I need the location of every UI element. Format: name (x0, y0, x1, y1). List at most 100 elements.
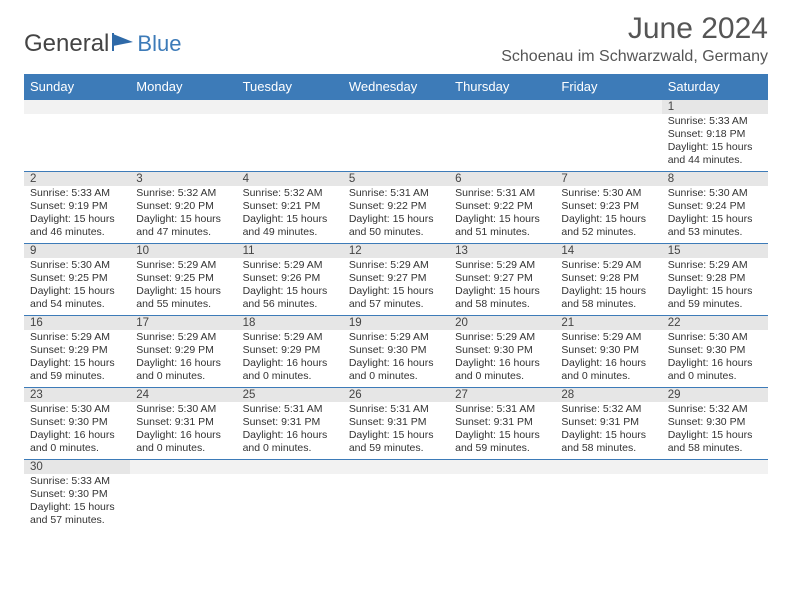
day-number: 22 (662, 316, 768, 330)
flag-icon (111, 32, 137, 57)
sunset-text: Sunset: 9:28 PM (668, 272, 762, 285)
calendar-day-cell: 18Sunrise: 5:29 AMSunset: 9:29 PMDayligh… (237, 316, 343, 388)
day-number: 10 (130, 244, 236, 258)
calendar-day-cell: 15Sunrise: 5:29 AMSunset: 9:28 PMDayligh… (662, 244, 768, 316)
calendar-day-cell: 10Sunrise: 5:29 AMSunset: 9:25 PMDayligh… (130, 244, 236, 316)
calendar-day-cell: 21Sunrise: 5:29 AMSunset: 9:30 PMDayligh… (555, 316, 661, 388)
day-number (343, 100, 449, 114)
calendar-day-cell: 6Sunrise: 5:31 AMSunset: 9:22 PMDaylight… (449, 172, 555, 244)
day-number (237, 460, 343, 474)
daylight-text: Daylight: 16 hours and 0 minutes. (30, 429, 124, 455)
sunset-text: Sunset: 9:25 PM (30, 272, 124, 285)
calendar-day-cell: 17Sunrise: 5:29 AMSunset: 9:29 PMDayligh… (130, 316, 236, 388)
weekday-header: Monday (130, 74, 236, 100)
sunrise-text: Sunrise: 5:29 AM (349, 331, 443, 344)
calendar-day-cell: 24Sunrise: 5:30 AMSunset: 9:31 PMDayligh… (130, 388, 236, 460)
day-number: 4 (237, 172, 343, 186)
day-number (662, 460, 768, 474)
sunrise-text: Sunrise: 5:33 AM (30, 475, 124, 488)
sunset-text: Sunset: 9:31 PM (136, 416, 230, 429)
day-details: Sunrise: 5:31 AMSunset: 9:31 PMDaylight:… (237, 402, 343, 458)
day-details: Sunrise: 5:31 AMSunset: 9:31 PMDaylight:… (449, 402, 555, 458)
daylight-text: Daylight: 15 hours and 59 minutes. (455, 429, 549, 455)
calendar-week-row: 2Sunrise: 5:33 AMSunset: 9:19 PMDaylight… (24, 172, 768, 244)
day-details: Sunrise: 5:31 AMSunset: 9:22 PMDaylight:… (343, 186, 449, 242)
sunrise-text: Sunrise: 5:30 AM (668, 187, 762, 200)
sunset-text: Sunset: 9:20 PM (136, 200, 230, 213)
daylight-text: Daylight: 15 hours and 52 minutes. (561, 213, 655, 239)
calendar-day-cell: 20Sunrise: 5:29 AMSunset: 9:30 PMDayligh… (449, 316, 555, 388)
weekday-header: Friday (555, 74, 661, 100)
daylight-text: Daylight: 15 hours and 58 minutes. (455, 285, 549, 311)
day-number: 8 (662, 172, 768, 186)
calendar-week-row: 23Sunrise: 5:30 AMSunset: 9:30 PMDayligh… (24, 388, 768, 460)
sunset-text: Sunset: 9:29 PM (243, 344, 337, 357)
day-number: 27 (449, 388, 555, 402)
day-details: Sunrise: 5:29 AMSunset: 9:29 PMDaylight:… (237, 330, 343, 386)
sunrise-text: Sunrise: 5:32 AM (136, 187, 230, 200)
sunrise-text: Sunrise: 5:31 AM (243, 403, 337, 416)
sunrise-text: Sunrise: 5:31 AM (349, 187, 443, 200)
day-details: Sunrise: 5:29 AMSunset: 9:29 PMDaylight:… (130, 330, 236, 386)
sunrise-text: Sunrise: 5:29 AM (30, 331, 124, 344)
sunrise-text: Sunrise: 5:29 AM (561, 259, 655, 272)
sunrise-text: Sunrise: 5:30 AM (30, 259, 124, 272)
sunrise-text: Sunrise: 5:29 AM (136, 259, 230, 272)
sunset-text: Sunset: 9:27 PM (349, 272, 443, 285)
weekday-header: Saturday (662, 74, 768, 100)
sunset-text: Sunset: 9:19 PM (30, 200, 124, 213)
sunrise-text: Sunrise: 5:32 AM (561, 403, 655, 416)
day-details: Sunrise: 5:29 AMSunset: 9:30 PMDaylight:… (555, 330, 661, 386)
calendar-day-cell: 27Sunrise: 5:31 AMSunset: 9:31 PMDayligh… (449, 388, 555, 460)
day-details: Sunrise: 5:30 AMSunset: 9:23 PMDaylight:… (555, 186, 661, 242)
daylight-text: Daylight: 15 hours and 53 minutes. (668, 213, 762, 239)
calendar-day-cell (449, 460, 555, 532)
sunset-text: Sunset: 9:29 PM (136, 344, 230, 357)
daylight-text: Daylight: 15 hours and 44 minutes. (668, 141, 762, 167)
brand-blue: Blue (137, 31, 181, 57)
sunrise-text: Sunrise: 5:30 AM (30, 403, 124, 416)
day-number (449, 100, 555, 114)
sunset-text: Sunset: 9:21 PM (243, 200, 337, 213)
day-details: Sunrise: 5:33 AMSunset: 9:18 PMDaylight:… (662, 114, 768, 170)
day-number: 29 (662, 388, 768, 402)
sunset-text: Sunset: 9:26 PM (243, 272, 337, 285)
sunset-text: Sunset: 9:27 PM (455, 272, 549, 285)
day-number (555, 100, 661, 114)
sunrise-text: Sunrise: 5:30 AM (136, 403, 230, 416)
day-details: Sunrise: 5:33 AMSunset: 9:19 PMDaylight:… (24, 186, 130, 242)
calendar-day-cell (237, 460, 343, 532)
day-number: 5 (343, 172, 449, 186)
sunrise-text: Sunrise: 5:31 AM (349, 403, 443, 416)
sunset-text: Sunset: 9:18 PM (668, 128, 762, 141)
day-details: Sunrise: 5:32 AMSunset: 9:21 PMDaylight:… (237, 186, 343, 242)
calendar-day-cell: 22Sunrise: 5:30 AMSunset: 9:30 PMDayligh… (662, 316, 768, 388)
calendar-day-cell (343, 100, 449, 172)
weekday-header: Tuesday (237, 74, 343, 100)
sunset-text: Sunset: 9:29 PM (30, 344, 124, 357)
calendar-week-row: 16Sunrise: 5:29 AMSunset: 9:29 PMDayligh… (24, 316, 768, 388)
day-number (555, 460, 661, 474)
sunrise-text: Sunrise: 5:32 AM (668, 403, 762, 416)
sunrise-text: Sunrise: 5:31 AM (455, 187, 549, 200)
day-number: 13 (449, 244, 555, 258)
sunrise-text: Sunrise: 5:29 AM (243, 331, 337, 344)
daylight-text: Daylight: 15 hours and 57 minutes. (349, 285, 443, 311)
calendar-day-cell: 19Sunrise: 5:29 AMSunset: 9:30 PMDayligh… (343, 316, 449, 388)
day-number: 11 (237, 244, 343, 258)
day-details: Sunrise: 5:30 AMSunset: 9:24 PMDaylight:… (662, 186, 768, 242)
sunset-text: Sunset: 9:28 PM (561, 272, 655, 285)
brand-logo: General Blue (24, 30, 181, 58)
day-number: 26 (343, 388, 449, 402)
day-number: 1 (662, 100, 768, 114)
day-details: Sunrise: 5:29 AMSunset: 9:27 PMDaylight:… (343, 258, 449, 314)
day-number: 3 (130, 172, 236, 186)
daylight-text: Daylight: 16 hours and 0 minutes. (455, 357, 549, 383)
calendar-day-cell: 7Sunrise: 5:30 AMSunset: 9:23 PMDaylight… (555, 172, 661, 244)
day-number: 19 (343, 316, 449, 330)
calendar-day-cell (449, 100, 555, 172)
sunrise-text: Sunrise: 5:29 AM (455, 259, 549, 272)
daylight-text: Daylight: 15 hours and 59 minutes. (668, 285, 762, 311)
calendar-day-cell: 30Sunrise: 5:33 AMSunset: 9:30 PMDayligh… (24, 460, 130, 532)
day-details: Sunrise: 5:29 AMSunset: 9:30 PMDaylight:… (449, 330, 555, 386)
